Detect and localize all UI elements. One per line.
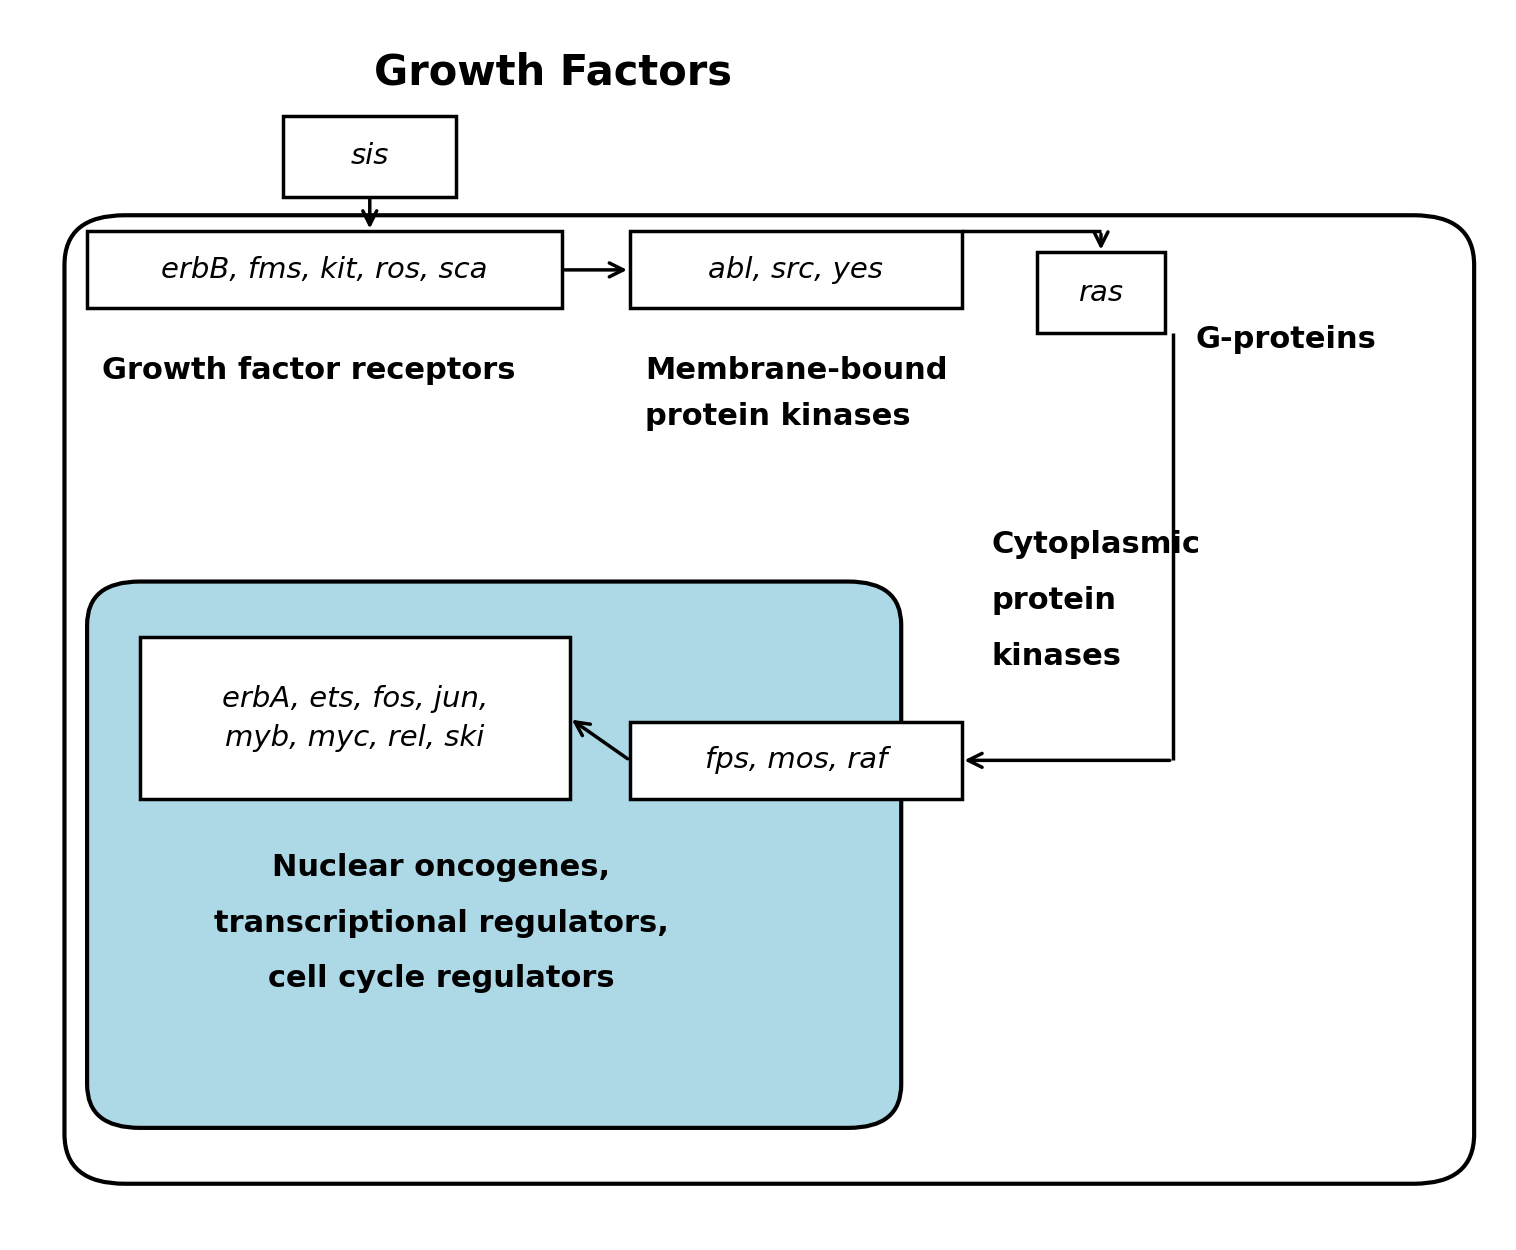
Text: abl, src, yes: abl, src, yes	[708, 256, 884, 284]
Text: Growth factor receptors: Growth factor receptors	[102, 356, 515, 385]
FancyBboxPatch shape	[629, 231, 961, 309]
Text: transcriptional regulators,: transcriptional regulators,	[214, 909, 669, 938]
FancyBboxPatch shape	[139, 638, 570, 799]
Text: protein: protein	[991, 586, 1117, 615]
Text: protein kinases: protein kinases	[644, 402, 911, 431]
Text: ras: ras	[1078, 279, 1123, 306]
Text: Membrane-bound: Membrane-bound	[644, 356, 948, 385]
Text: erbB, fms, kit, ros, sca: erbB, fms, kit, ros, sca	[161, 256, 488, 284]
Text: erbA, ets, fos, jun,
myb, myc, rel, ski: erbA, ets, fos, jun, myb, myc, rel, ski	[221, 685, 488, 751]
Text: Cytoplasmic: Cytoplasmic	[991, 530, 1201, 559]
Text: fps, mos, raf: fps, mos, raf	[705, 746, 887, 774]
Text: Nuclear oncogenes,: Nuclear oncogenes,	[273, 853, 611, 881]
FancyBboxPatch shape	[629, 721, 961, 799]
Text: cell cycle regulators: cell cycle regulators	[268, 965, 614, 994]
Text: G-proteins: G-proteins	[1195, 325, 1377, 354]
FancyBboxPatch shape	[86, 581, 901, 1128]
FancyBboxPatch shape	[1037, 253, 1166, 334]
FancyBboxPatch shape	[65, 215, 1474, 1184]
Text: kinases: kinases	[991, 641, 1122, 670]
Text: Growth Factors: Growth Factors	[373, 51, 732, 94]
Text: sis: sis	[350, 142, 390, 170]
FancyBboxPatch shape	[86, 231, 562, 309]
FancyBboxPatch shape	[283, 116, 456, 196]
